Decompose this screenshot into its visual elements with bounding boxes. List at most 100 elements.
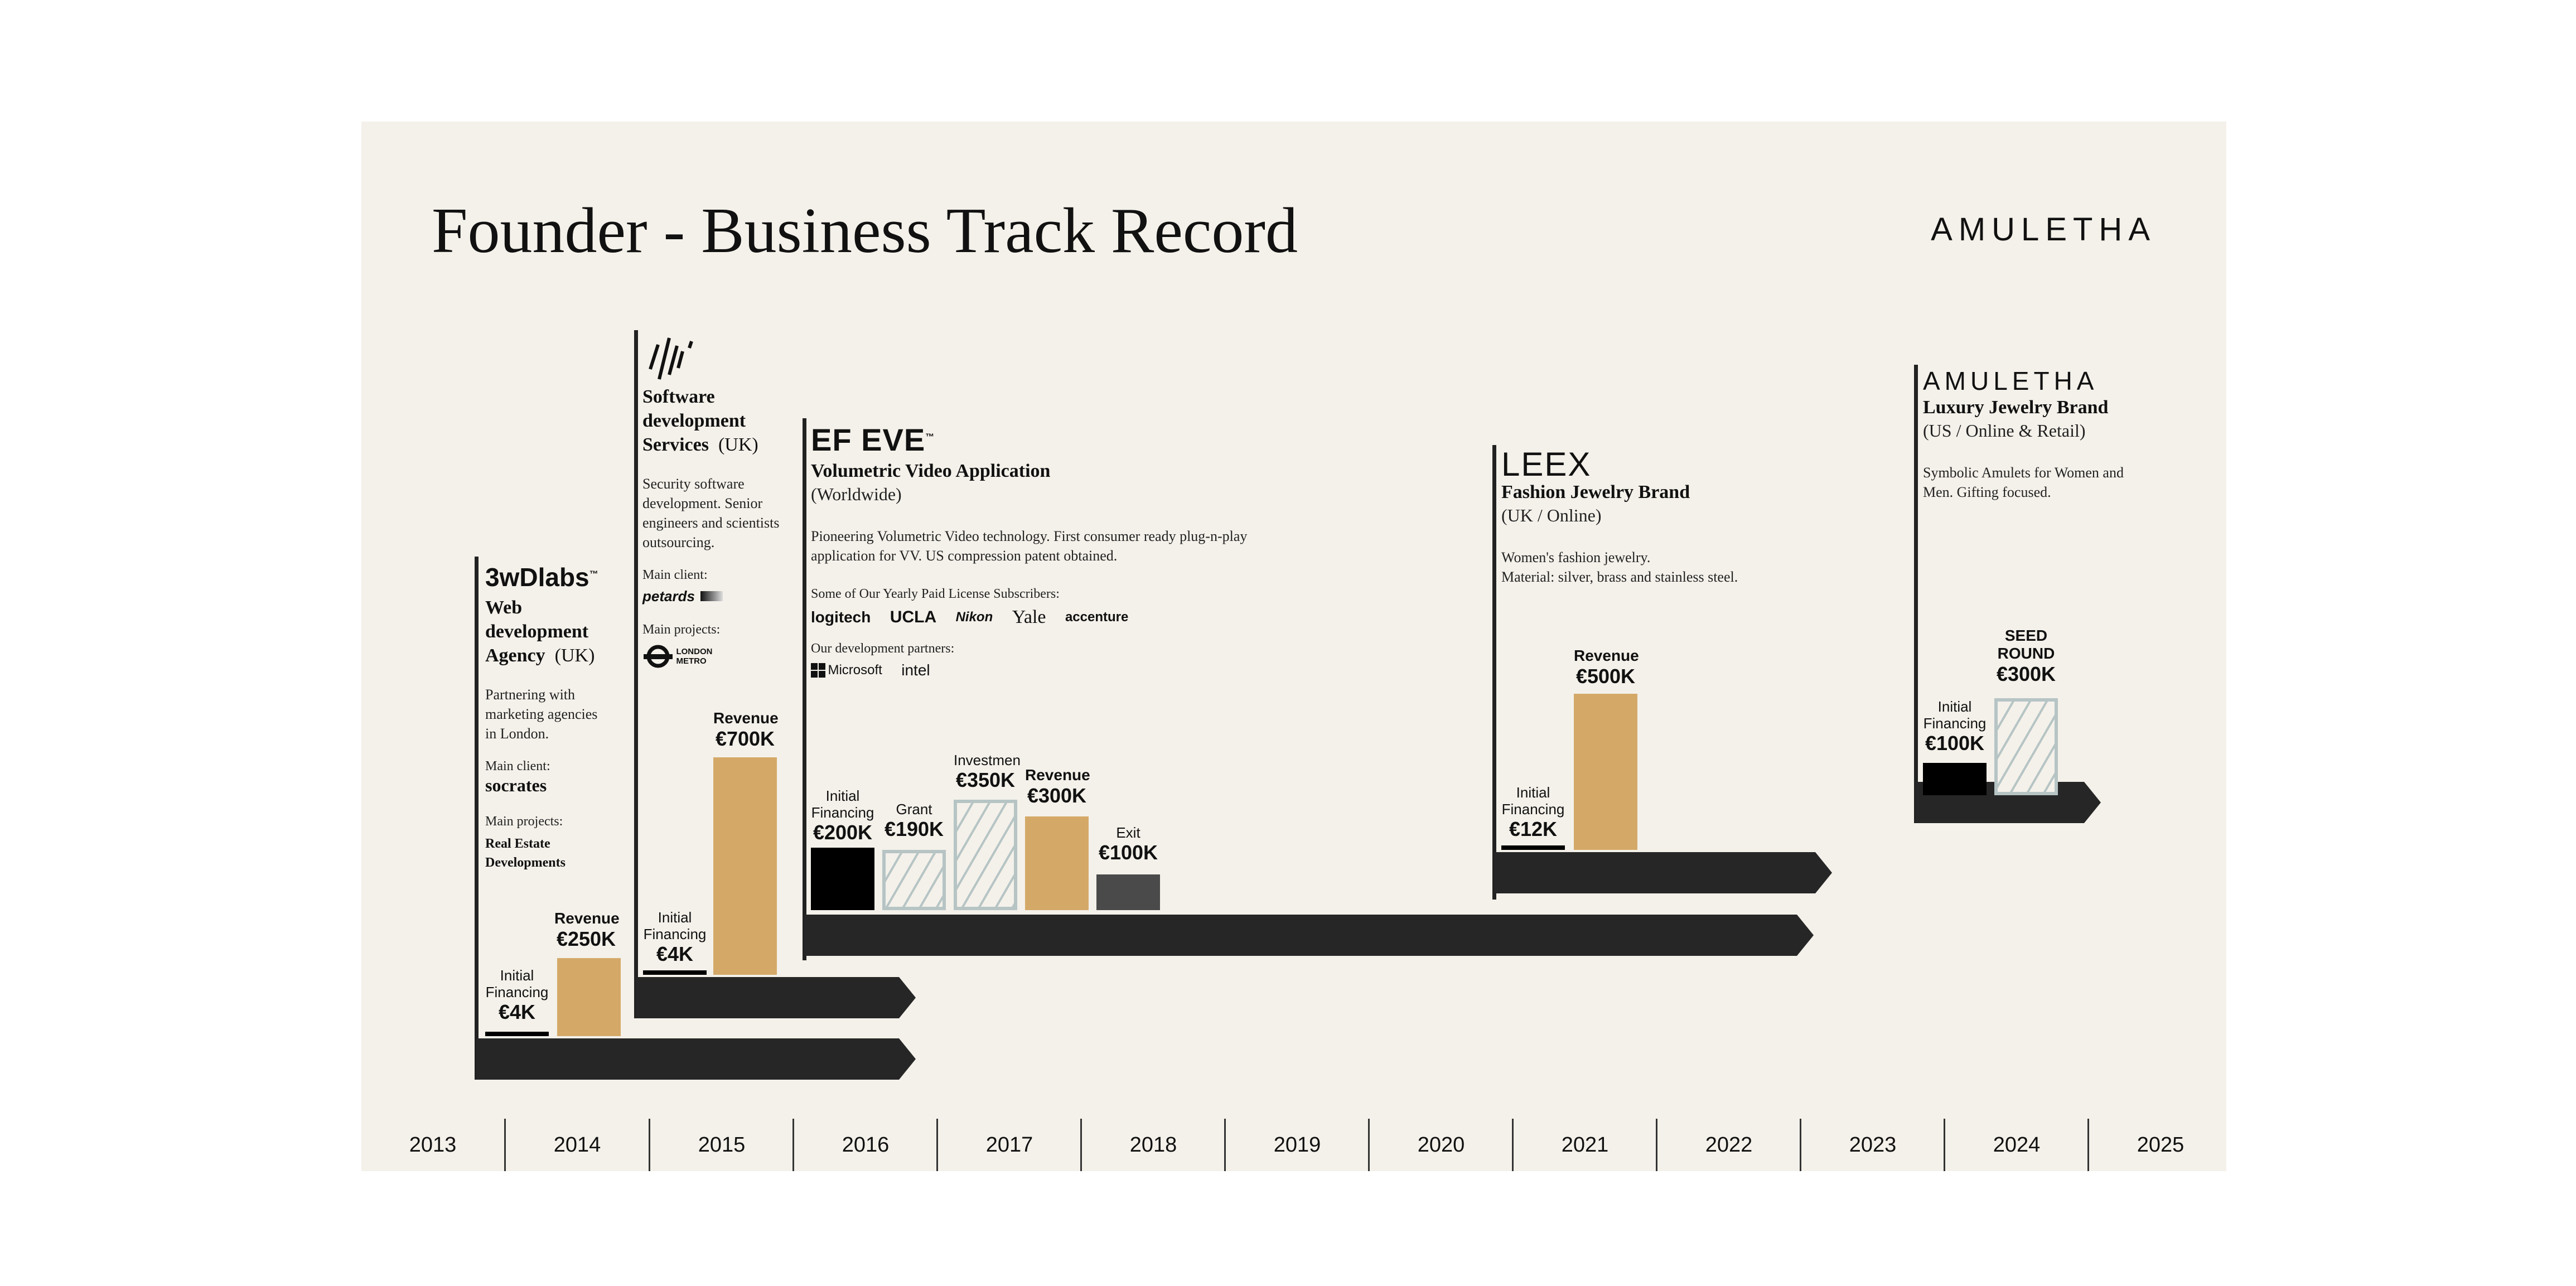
microsoft-logo: Microsoft xyxy=(828,663,882,678)
year-separator xyxy=(792,1119,794,1171)
amuletha-region: (US / Online & Retail) xyxy=(1923,420,2086,441)
threew-financing-bar xyxy=(485,1032,549,1036)
threew-arrow xyxy=(476,1038,916,1080)
brand-logo: AMULETHA xyxy=(1931,211,2156,248)
software-timeline-line xyxy=(634,330,638,1018)
year-label: 2023 xyxy=(1849,1133,1897,1157)
amuletha-seed-bar xyxy=(1994,698,2058,795)
amuletha-financing-label: Initial Financing €100K xyxy=(1923,698,1987,755)
year-separator xyxy=(1224,1119,1226,1171)
amuletha-timeline-line xyxy=(1914,365,1918,823)
software-financing-bar xyxy=(643,970,707,975)
efeve-name: Volumetric Video Application xyxy=(811,461,1051,481)
year-separator xyxy=(504,1119,506,1171)
year-label: 2019 xyxy=(1273,1133,1321,1157)
year-separator xyxy=(649,1119,650,1171)
year-label: 2014 xyxy=(553,1133,601,1157)
efeve-exit-label: Exit €100K xyxy=(1098,824,1158,864)
year-label: 2024 xyxy=(1993,1133,2041,1157)
accenture-logo: accenture xyxy=(1065,610,1129,625)
year-axis: 2013 2014 2015 2016 2017 2018 2019 2020 … xyxy=(361,1119,2226,1171)
logitech-logo: logitech xyxy=(811,608,871,626)
year-label: 2018 xyxy=(1129,1133,1177,1157)
efeve-region: (Worldwide) xyxy=(811,484,902,504)
year-label: 2017 xyxy=(985,1133,1033,1157)
efeve-investment-label: Investmen €350K xyxy=(954,752,1021,791)
threew-main-client-label: Main client: xyxy=(485,759,550,773)
software-financing-label: Initial Financing €4K xyxy=(643,909,707,965)
year-label: 2015 xyxy=(698,1133,746,1157)
leex-region: (UK / Online) xyxy=(1501,505,1602,525)
efeve-grant-label: Grant €190K xyxy=(884,801,944,840)
year-separator xyxy=(1800,1119,1801,1171)
software-revenue-label: Revenue €700K xyxy=(713,709,779,750)
efeve-financing-bar xyxy=(811,848,874,910)
year-separator xyxy=(1944,1119,1945,1171)
slide: Founder - Business Track Record AMULETHA… xyxy=(361,122,2226,1171)
efeve-investment-bar xyxy=(954,800,1017,910)
threew-main-projects-label: Main projects: xyxy=(485,814,563,829)
threew-description: Partnering with marketing agencies in Lo… xyxy=(485,686,598,742)
london-metro-logo: LONDON METRO xyxy=(642,644,712,669)
leex-timeline-line xyxy=(1492,445,1496,900)
threew-revenue-label: Revenue €250K xyxy=(554,910,620,950)
efeve-revenue-bar xyxy=(1025,816,1089,910)
year-label: 2020 xyxy=(1417,1133,1465,1157)
efeve-logo: EF EVE™ xyxy=(811,422,935,457)
amuletha-financing-bar xyxy=(1923,763,1987,795)
efeve-revenue-label: Revenue €300K xyxy=(1025,766,1090,807)
efeve-subscribers-label: Some of Our Yearly Paid License Subscrib… xyxy=(811,587,1060,601)
intel-logo: intel xyxy=(901,661,930,679)
year-separator xyxy=(2087,1119,2089,1171)
ucla-logo: UCLA xyxy=(890,608,937,626)
year-label: 2022 xyxy=(1705,1133,1753,1157)
leex-arrow xyxy=(1494,852,1832,893)
leex-name: Fashion Jewelry Brand xyxy=(1501,482,1690,502)
threew-name: Web development Agency (UK) xyxy=(485,597,595,666)
efeve-timeline-line xyxy=(803,418,806,960)
threew-timeline-line xyxy=(475,557,479,1080)
leex-revenue-label: Revenue €500K xyxy=(1574,647,1639,688)
year-label: 2021 xyxy=(1561,1133,1609,1157)
efeve-exit-bar xyxy=(1096,874,1160,910)
efeve-partner-logos: Microsoft intel xyxy=(811,661,947,679)
threew-financing-label: Initial Financing €4K xyxy=(485,967,549,1023)
year-label: 2013 xyxy=(409,1133,457,1157)
nikon-logo: Nikon xyxy=(955,610,993,625)
efeve-financing-label: Initial Financing €200K xyxy=(811,787,874,844)
leex-description: Women's fashion jewelry. Material: silve… xyxy=(1501,549,1738,585)
year-separator xyxy=(1656,1119,1657,1171)
software-main-projects-label: Main projects: xyxy=(642,622,721,637)
threew-main-client: socrates xyxy=(485,775,547,795)
year-separator xyxy=(1512,1119,1514,1171)
yale-logo: Yale xyxy=(1012,607,1046,627)
year-separator xyxy=(1080,1119,1082,1171)
amuletha-name: Luxury Jewelry Brand xyxy=(1923,397,2109,418)
roundel-icon xyxy=(644,645,673,668)
year-separator xyxy=(936,1119,938,1171)
threew-main-projects: Real Estate Developments xyxy=(485,837,566,870)
amuletha-logo: AMULETHA xyxy=(1923,366,2099,395)
threew-revenue-bar xyxy=(557,958,621,1036)
efeve-arrow xyxy=(804,915,1814,956)
year-separator xyxy=(1368,1119,1370,1171)
software-revenue-bar xyxy=(713,757,777,975)
software-main-client-label: Main client: xyxy=(642,568,708,582)
leex-financing-bar xyxy=(1501,845,1565,850)
software-name: Software development Services (UK) xyxy=(642,386,758,455)
software-description: Security software development. Senior en… xyxy=(642,476,780,550)
microsoft-icon xyxy=(811,663,825,678)
efeve-description: Pioneering Volumetric Video technology. … xyxy=(811,528,1248,564)
petards-logo-mark xyxy=(700,591,723,601)
efeve-subscriber-logos: logitech UCLA Nikon Yale accenture xyxy=(811,607,1145,628)
efeve-grant-bar xyxy=(882,850,946,910)
software-main-client: petards xyxy=(642,588,723,605)
leex-financing-label: Initial Financing €12K xyxy=(1501,784,1565,840)
threew-logo: 3wDlabs™ xyxy=(485,563,598,592)
page-title: Founder - Business Track Record xyxy=(432,195,1298,267)
software-arrow xyxy=(636,977,916,1018)
efeve-partners-label: Our development partners: xyxy=(811,641,955,656)
software-logo-icon xyxy=(649,337,693,380)
amuletha-description: Symbolic Amulets for Women and Men. Gift… xyxy=(1923,465,2124,500)
leex-revenue-bar xyxy=(1574,694,1637,850)
